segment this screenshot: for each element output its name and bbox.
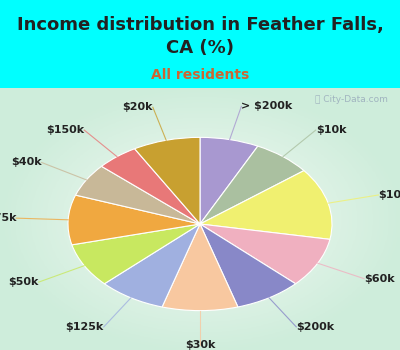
Wedge shape (104, 224, 200, 307)
Text: $200k: $200k (296, 322, 334, 332)
Wedge shape (200, 224, 330, 284)
Wedge shape (200, 137, 258, 224)
Text: $75k: $75k (0, 213, 16, 223)
Wedge shape (135, 137, 200, 224)
Wedge shape (162, 224, 238, 311)
Text: $50k: $50k (8, 277, 39, 287)
Wedge shape (76, 166, 200, 224)
Text: $40k: $40k (11, 158, 42, 168)
Text: $125k: $125k (66, 322, 104, 332)
Text: $100k: $100k (378, 190, 400, 200)
Wedge shape (68, 195, 200, 245)
Text: > $200k: > $200k (241, 102, 293, 111)
Wedge shape (200, 146, 304, 224)
Wedge shape (200, 170, 332, 239)
Text: Income distribution in Feather Falls,
CA (%): Income distribution in Feather Falls, CA… (16, 16, 384, 57)
Wedge shape (200, 224, 296, 307)
Text: $30k: $30k (185, 340, 215, 350)
Wedge shape (102, 149, 200, 224)
Text: All residents: All residents (151, 68, 249, 82)
Text: $60k: $60k (364, 274, 395, 284)
Text: $10k: $10k (316, 125, 346, 135)
Text: $20k: $20k (122, 102, 153, 112)
Text: ⓘ City-Data.com: ⓘ City-Data.com (315, 95, 388, 104)
Text: $150k: $150k (46, 125, 84, 135)
Wedge shape (72, 224, 200, 284)
